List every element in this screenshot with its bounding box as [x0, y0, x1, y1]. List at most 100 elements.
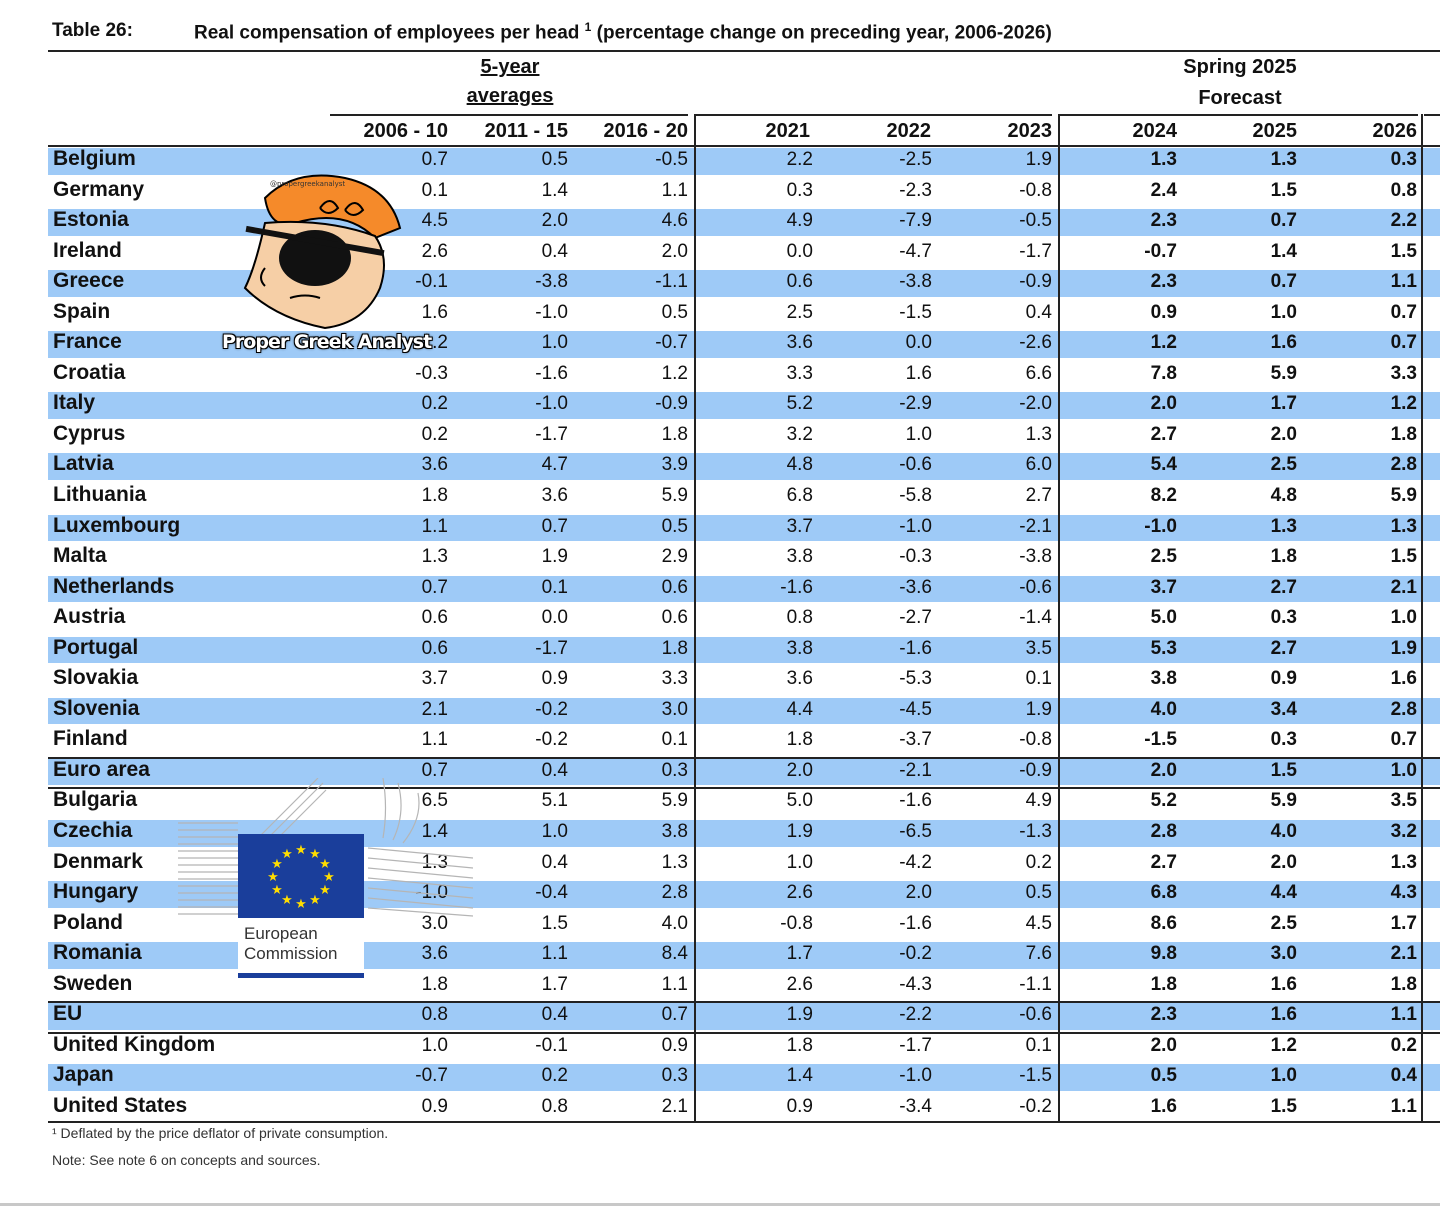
svg-text:★: ★	[295, 843, 307, 858]
table-cell: -0.4	[535, 882, 568, 904]
table-cell: -1.7	[535, 423, 568, 445]
row-shading	[1060, 148, 1421, 175]
table-cell: 0.3	[1270, 729, 1297, 751]
table-cell: 0.3	[661, 1065, 688, 1087]
table-cell: 1.8	[1270, 546, 1297, 568]
table-cell: -4.7	[899, 240, 932, 262]
table-cell: 0.7	[661, 1004, 688, 1026]
table-cell: 1.1	[541, 943, 568, 965]
col-separator-3	[1421, 114, 1423, 1122]
table-cell: 1.1	[1390, 1004, 1417, 1026]
table-cell: 2.1	[421, 698, 448, 720]
table-cell: 0.4	[541, 851, 568, 873]
table-cell: 2.7	[1270, 576, 1297, 598]
table-cell: -1.6	[899, 912, 932, 934]
row-shading	[1060, 270, 1421, 297]
row-shading	[1060, 392, 1421, 419]
svg-text:★: ★	[309, 893, 321, 908]
table-cell: -1.0	[535, 301, 568, 323]
col-header-2016-20: 2016 - 20	[603, 120, 688, 142]
table-cell: 0.9	[1270, 668, 1297, 690]
table-cell: 3.0	[421, 912, 448, 934]
row-shading	[696, 453, 1058, 481]
averages-header: 5-year averages	[440, 56, 580, 108]
table-cell: 0.2	[541, 1065, 568, 1087]
row-label: Czechia	[53, 819, 133, 843]
row-label: Romania	[53, 941, 142, 965]
row-shading	[48, 1003, 694, 1030]
table-cell: -1.6	[535, 362, 568, 384]
row-label: Slovakia	[53, 666, 139, 690]
table-cell: -0.2	[535, 729, 568, 751]
row-shading	[48, 331, 694, 358]
svg-text:★: ★	[281, 847, 293, 862]
table-cell: 0.6	[421, 637, 448, 659]
table-cell: 1.2	[1270, 1034, 1297, 1056]
table-row: Hungary -1.0 -0.4 2.8 2.6 2.0 0.5 6.8 4.4 4.3	[0, 879, 1440, 910]
svg-text:★: ★	[271, 857, 283, 872]
row-shading	[48, 942, 694, 969]
table-cell: 2.0	[786, 759, 813, 781]
table-cell: 1.8	[661, 637, 688, 659]
table-cell: 1.8	[786, 729, 813, 751]
table-cell: -2.0	[1019, 393, 1052, 415]
table-cell: 2.8	[1150, 821, 1177, 843]
row-shading	[696, 820, 1058, 847]
table-cell: 1.2	[1390, 393, 1417, 415]
table-cell: 1.0	[1270, 301, 1297, 323]
ec-logo-text: European Commission	[238, 918, 364, 978]
table-row: Poland 3.0 1.5 4.0 -0.8 -1.6 4.5 8.6 2.5 1.7	[0, 910, 1440, 941]
table-cell: 0.7	[421, 149, 448, 170]
table-cell: 2.7	[1150, 851, 1177, 873]
table-row: Romania 3.6 1.1 8.4 1.7 -0.2 7.6 9.8 3.0 2.1	[0, 940, 1440, 971]
row-label: Netherlands	[53, 574, 175, 598]
row-shading	[696, 514, 1058, 542]
table-cell: 1.1	[421, 515, 448, 537]
row-label: Austria	[53, 605, 126, 629]
table-row: Italy 0.2 -1.0 -0.9 5.2 -2.9 -2.0 2.0 1.7 1.2	[0, 390, 1440, 421]
table-cell: -0.2	[1019, 1095, 1052, 1117]
table-cell: -0.7	[655, 332, 688, 354]
table-cell: 5.0	[786, 790, 813, 812]
col-header-2023: 2023	[1007, 120, 1053, 142]
table-cell: 0.3	[661, 759, 688, 781]
table-cell: 1.6	[1270, 973, 1297, 995]
row-label: United States	[53, 1093, 188, 1117]
row-shading	[1060, 942, 1421, 969]
row-shading	[696, 1064, 1058, 1091]
row-label: Luxembourg	[53, 513, 181, 537]
table-number: Table 26:	[52, 20, 133, 41]
bottom-edge	[0, 1203, 1440, 1206]
row-shading	[1060, 209, 1421, 236]
averages-label-1: 5-year	[480, 56, 540, 78]
row-label: Estonia	[53, 208, 129, 232]
table-cell: 2.3	[1150, 210, 1177, 232]
table-cell: 4.0	[1270, 821, 1297, 843]
table-cell: -1.0	[415, 882, 448, 904]
table-cell: 3.9	[661, 454, 688, 476]
table-cell: 0.1	[421, 179, 448, 201]
row-label: Malta	[53, 544, 107, 568]
table-cell: -1.7	[535, 637, 568, 659]
table-cell: 9.8	[1150, 943, 1177, 965]
table-cell: 1.8	[786, 1034, 813, 1056]
table-cell: 2.0	[1150, 759, 1177, 781]
table-cell: 1.9	[1025, 698, 1052, 720]
table-cell: -5.8	[899, 485, 932, 507]
table-cell: 5.9	[1270, 362, 1297, 384]
data-table-body: Belgium 0.7 0.5 -0.5 2.2 -2.5 1.9 1.3 1.3 0.3 Germ…	[0, 146, 1440, 1124]
table-cell: 3.6	[541, 485, 568, 507]
table-cell: 2.0	[1150, 1034, 1177, 1056]
table-cell: -1.7	[1019, 240, 1052, 262]
row-label: Japan	[53, 1063, 114, 1087]
table-cell: 1.9	[541, 546, 568, 568]
table-cell: 2.6	[786, 973, 813, 995]
table-cell: -2.1	[1019, 515, 1052, 537]
table-cell: 4.0	[661, 912, 688, 934]
watermark-handle: @propergreekanalyst	[270, 180, 345, 188]
table-cell: 1.4	[541, 179, 568, 201]
table-cell: 8.6	[1150, 912, 1177, 934]
table-cell: 4.6	[661, 210, 688, 232]
table-cell: 0.4	[1025, 301, 1052, 323]
header-bottom-rule	[48, 145, 1440, 147]
